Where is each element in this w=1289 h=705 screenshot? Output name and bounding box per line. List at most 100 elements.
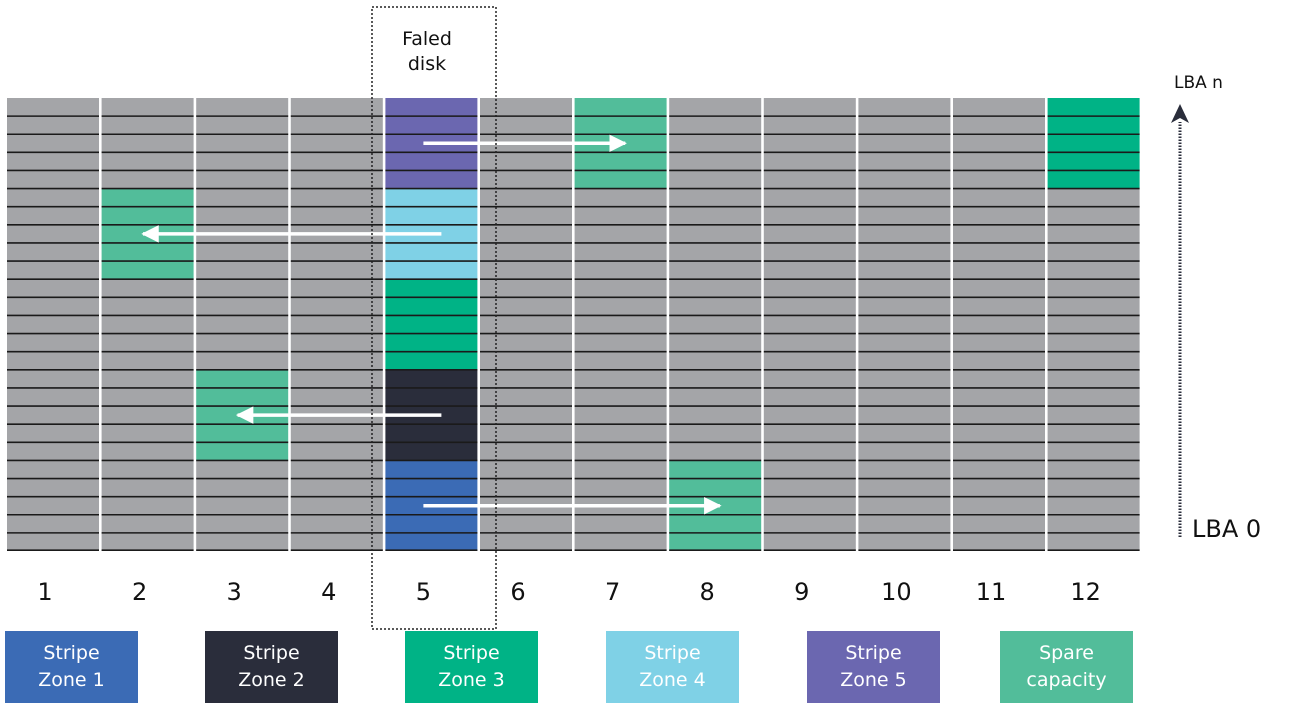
- zone-cell: [574, 188, 667, 280]
- zone-cell: [101, 279, 194, 370]
- disk-column-6: [480, 98, 572, 552]
- zone-cell: [669, 279, 762, 370]
- disk-column-9: [763, 98, 856, 552]
- lba-arrow-icon: [1171, 104, 1189, 123]
- legend-label-line: Zone 3: [438, 669, 505, 691]
- lba-top-label: LBA n: [1174, 73, 1223, 93]
- disk-column-11: [953, 98, 1045, 552]
- zone-cell: [669, 369, 762, 461]
- disk-number-11: 11: [976, 578, 1007, 606]
- zone-cell: [953, 188, 1045, 280]
- disk-number-4: 4: [321, 578, 336, 606]
- disk-column-3: [196, 98, 289, 552]
- zone-cell: [953, 279, 1045, 370]
- legend-item-3: Stripe Zone 3: [405, 631, 538, 703]
- disk-column-10: [858, 98, 951, 552]
- legend-label-line: Stripe: [845, 642, 901, 664]
- zone-cell: [1047, 460, 1140, 551]
- zone-cell: [290, 98, 383, 189]
- disk-column-2: [101, 98, 194, 552]
- zone-cell: [290, 279, 383, 370]
- legend-swatch: [807, 631, 940, 703]
- zone-cell: [7, 279, 99, 370]
- zone-cell: [290, 460, 383, 551]
- disk-number-1: 1: [37, 578, 52, 606]
- failed-disk-label-line: Faled: [402, 28, 452, 50]
- legend-label-line: capacity: [1026, 669, 1106, 691]
- zone-cell: [7, 188, 99, 280]
- disk-column-7: [574, 98, 667, 552]
- zone-cell: [953, 460, 1045, 551]
- zone-cell: [763, 98, 856, 189]
- zone-cell: [7, 98, 99, 189]
- disk-column-5: [385, 98, 478, 552]
- zone-cell: [858, 188, 951, 280]
- legend-label-line: Zone 1: [38, 669, 105, 691]
- zone-cell: [1047, 98, 1140, 189]
- disk-number-3: 3: [227, 578, 242, 606]
- legend-label-line: Zone 4: [639, 669, 706, 691]
- lba-axis: LBA n LBA 0: [1171, 73, 1261, 543]
- legend-label-line: Stripe: [443, 642, 499, 664]
- zone-cell: [196, 460, 289, 551]
- failed-disk-frame: Faled disk: [371, 6, 497, 630]
- legend-label-line: Zone 5: [840, 669, 907, 691]
- zone-cell: [101, 460, 194, 551]
- disk-number-8: 8: [700, 578, 715, 606]
- zone-cell: [763, 188, 856, 280]
- zone-cell: [1047, 279, 1140, 370]
- disk-column-1: [7, 98, 99, 552]
- zone-cell: [574, 369, 667, 461]
- zone-cell: [480, 369, 572, 461]
- disk-number-5: 5: [416, 578, 431, 606]
- zone-cell: [669, 98, 762, 189]
- failed-disk-outline: [371, 6, 497, 630]
- disk-column-12: [1047, 98, 1140, 552]
- legend-item-4: Stripe Zone 4: [606, 631, 739, 703]
- zone-cell: [196, 279, 289, 370]
- legend-item-6: Spare capacity: [1000, 631, 1133, 703]
- zone-cell: [101, 98, 194, 189]
- zone-cell: [953, 369, 1045, 461]
- zone-cell: [669, 188, 762, 280]
- legend-swatch: [1000, 631, 1133, 703]
- zone-cell: [1047, 369, 1140, 461]
- failed-disk-label-line: disk: [408, 53, 446, 75]
- disk-number-9: 9: [794, 578, 809, 606]
- disk-number-2: 2: [132, 578, 147, 606]
- disk-number-12: 12: [1070, 578, 1101, 606]
- disk-column-8: [669, 98, 762, 552]
- legend-label-line: Zone 2: [238, 669, 305, 691]
- zone-cell: [1047, 188, 1140, 280]
- disk-number-6: 6: [510, 578, 525, 606]
- rebuild-arrows: [141, 134, 722, 515]
- disk-number-10: 10: [881, 578, 912, 606]
- legend-item-2: Stripe Zone 2: [205, 631, 338, 703]
- zone-cell: [7, 460, 99, 551]
- legend-swatch: [405, 631, 538, 703]
- disk-numbers: 1 2 3 4 5 6 7 8 9 10 11 12: [37, 578, 1101, 606]
- zone-cell: [858, 98, 951, 189]
- legend-label-line: Spare: [1039, 642, 1094, 664]
- zone-cell: [480, 279, 572, 370]
- zone-cell: [7, 369, 99, 461]
- legend-swatch: [606, 631, 739, 703]
- lba-bottom-label: LBA 0: [1192, 515, 1261, 543]
- zone-cell: [480, 188, 572, 280]
- zone-cell: [763, 369, 856, 461]
- legend-label-line: Stripe: [644, 642, 700, 664]
- legend-item-5: Stripe Zone 5: [807, 631, 940, 703]
- disk-columns: [7, 98, 1140, 552]
- zone-cell: [385, 279, 478, 370]
- legend-item-1: Stripe Zone 1: [5, 631, 138, 703]
- disk-number-7: 7: [605, 578, 620, 606]
- zone-cell: [574, 279, 667, 370]
- legend-swatch: [205, 631, 338, 703]
- zone-cell: [858, 460, 951, 551]
- legend-label-line: Stripe: [243, 642, 299, 664]
- zone-cell: [858, 369, 951, 461]
- zone-cell: [196, 98, 289, 189]
- zone-cell: [763, 460, 856, 551]
